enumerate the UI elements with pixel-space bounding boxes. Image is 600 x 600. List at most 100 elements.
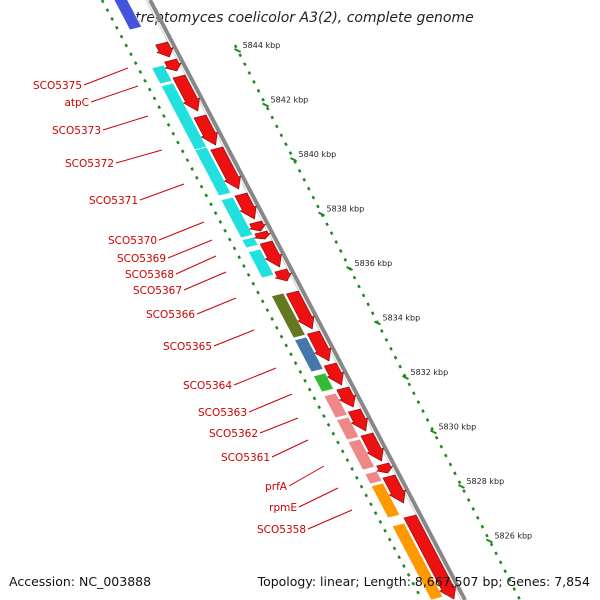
scale-tick-label: 5828 kbp [466,477,504,486]
feature-pink-3 [347,438,376,471]
backbone-line [148,0,467,600]
gene-leader-line [213,329,255,347]
scale-tick-label: 5836 kbp [355,259,393,268]
gene-label-sco5373: SCO5373 [52,125,101,137]
scale-tick-label: 5834 kbp [383,314,421,323]
gene-label-sco5370: SCO5370 [108,235,157,247]
gene-leader-line [158,221,205,241]
inner-dotted-line [100,0,424,600]
scale-tick-mark [458,484,465,489]
gene-leader-line [259,417,299,434]
scale-ticks: 5844 kbp 5842 kbp 5840 kbp 5838 kbp 5836 kbp… [234,41,532,544]
scale-tick-label: 5840 kbp [299,150,337,159]
scale-tick-mark [262,102,270,108]
gene-leader-line [175,255,217,275]
gene-leader-line [271,439,309,458]
gene-label-sco5369: SCO5369 [117,253,166,265]
feature-cyan-4 [220,196,254,239]
cds-track [155,41,457,600]
cds-arrow-15 [347,408,368,432]
gene-label-sco5371: SCO5371 [89,195,138,207]
feature-steelblue [293,336,324,373]
gene-leader-line [288,465,325,487]
backbone-shadow [145,0,462,600]
gene-leader-line [248,393,293,413]
cds-arrow-14 [336,386,356,408]
feature-orange-2 [391,522,444,600]
gene-leader-line [102,115,149,131]
cds-arrow-17 [375,462,393,474]
scale-tick-mark [346,266,353,271]
genome-summary-text: Topology: linear; Length: 8,667,507 bp; … [257,574,590,589]
feature-cyan-6 [247,248,275,279]
feature-top-blue [113,0,143,31]
cds-arrow-16 [360,432,384,462]
gene-label-sco5375: SCO5375 [33,80,82,92]
scale-tick-mark [374,320,381,326]
scale-tick-label: 5832 kbp [410,368,448,377]
feature-pink-1 [323,392,349,419]
accession-text: Accession: NC_003888 [9,574,152,589]
cds-arrow-18 [382,474,406,504]
gene-label-sco5372: SCO5372 [65,158,114,170]
feature-green [312,372,335,393]
cds-arrow-9 [259,240,282,268]
scale-tick-mark [318,211,325,217]
feature-olive [270,292,307,339]
gene-leader-line [115,149,163,164]
scale-tick-mark [485,538,493,544]
cds-arrow-5 [210,146,241,190]
gene-leader-line [307,509,353,530]
cds-arrow-4 [193,114,218,146]
gene-label-sco5364: SCO5364 [183,380,232,392]
scale-tick-label: 5826 kbp [494,532,532,541]
cds-arrow-10 [274,268,293,282]
gene-label-sco5366: SCO5366 [146,309,195,321]
gene-labels: SCO5375 atpC SCO5373 SCO5372 SCO5371 SCO5370 S… [33,67,353,536]
gene-label-sco5367: SCO5367 [133,285,182,297]
scale-tick-label: 5838 kbp [327,205,365,214]
genome-title: Streptomyces coelicolor A3(2), complete … [126,10,474,26]
feature-cyan-3 [194,146,232,197]
gene-leader-line [233,367,277,386]
cds-arrow-12 [306,330,332,362]
gene-label-sco5365: SCO5365 [163,341,212,353]
gene-leader-line [90,85,139,103]
feature-pink-2 [335,416,360,441]
cds-arrow-11 [285,290,315,330]
cds-arrow-1 [155,41,174,58]
cds-arrow-7 [248,220,266,232]
scale-tick-label: 5842 kbp [271,96,309,105]
gene-label-sco5362: SCO5362 [209,428,258,440]
gene-leader-line [196,297,237,315]
gene-label-sco5368: SCO5368 [125,269,174,281]
gene-label-sco5358: SCO5358 [257,524,306,536]
gene-label-sco5361: SCO5361 [221,452,270,464]
scale-tick-mark [234,48,242,53]
feature-orange-1 [370,482,401,519]
feature-track [113,0,444,600]
cds-arrow-13 [323,362,344,386]
gene-label-atpc: atpC [64,97,89,109]
gene-label-rpme: rpmE [269,502,297,514]
cds-arrow-2 [164,58,182,72]
gene-leader-line [167,239,213,259]
scale-tick-mark [290,157,297,162]
gene-leader-line [183,271,227,291]
gene-label-prfa: prfA [265,481,288,493]
cds-arrow-19 [403,514,457,600]
cds-arrow-3 [172,74,200,112]
scale-tick-label: 5830 kbp [438,423,476,432]
feature-pink-4 [364,470,383,485]
feature-cyan-5 [241,236,259,249]
gene-leader-line [298,487,339,508]
inner-dotted-ring [100,0,424,600]
gene-label-sco5363: SCO5363 [198,407,247,419]
cds-arrow-6 [234,192,257,220]
gene-leader-line [139,183,185,201]
feature-cyan-1 [151,64,173,85]
scale-tick-mark [430,429,437,435]
gene-leader-line [83,67,129,86]
cds-arrow-8 [253,230,271,240]
